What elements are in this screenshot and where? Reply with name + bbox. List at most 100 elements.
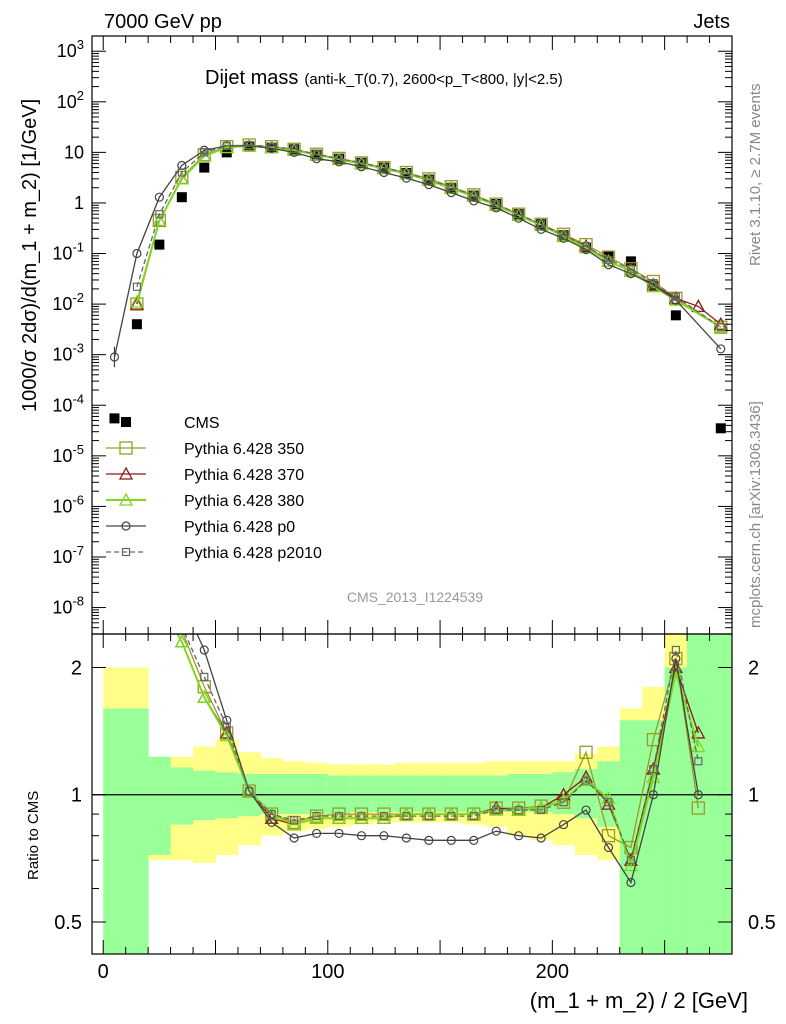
main-point-p0 [446,188,456,198]
legend-marker-p2010 [121,547,131,557]
ratio-point-p380 [219,728,234,742]
main-point-p2010 [671,292,680,301]
band-green-bin [193,770,217,821]
main-point-p2010 [200,148,209,157]
ratio-point-p2010 [469,812,478,821]
main-title-detail: (anti-k_T(0.7), 2600<p_T<800, |y|<2.5) [304,71,562,88]
ratio-point-p0 [558,819,569,830]
ratio-point-p2010 [200,672,209,681]
main-point-p2010 [290,145,299,154]
x-tick-label: 0 [98,961,109,983]
band-green-bin [709,634,732,954]
main-point-p370 [129,296,145,310]
main-point-p0 [603,260,614,270]
main-point-cms [176,192,187,203]
ratio-point-p2010 [626,856,636,865]
main-point-p2010 [155,210,164,219]
ratio-point-p350 [601,829,616,843]
ratio-point-p0 [626,877,636,888]
y-tick-label: 10-3 [52,341,84,365]
main-point-p0 [469,196,479,206]
main-point-cms [670,310,681,321]
main-point-p2010 [716,323,725,332]
band-green-bin [664,667,688,954]
ratio-point-p0 [648,790,659,800]
main-point-p2010 [177,168,186,177]
legend-label-p380: Pythia 6.428 380 [184,493,304,510]
ratio-point-p2010 [694,757,703,766]
main-point-cms [131,319,142,330]
ratio-point-p2010 [671,645,680,655]
band-green-bin [260,773,284,815]
main-point-p2010 [447,183,456,192]
y-tick-label: 102 [57,88,84,112]
ratio-point-p2010 [334,812,344,821]
legend-label-cms: CMS [184,415,220,432]
ratio-point-p2010 [514,805,523,815]
ratio-point-p0 [491,826,501,836]
ratio-point-p2010 [245,786,254,796]
ratio-point-p370 [691,725,706,739]
band-green-bin [148,756,172,856]
ratio-y-tick-label-right: 1 [748,785,759,807]
y-tick-label: 103 [57,37,84,61]
header-left-label: 7000 GeV pp [104,11,222,33]
main-line-p0 [113,145,722,358]
ratio-point-p0 [514,831,524,841]
main-point-cms [625,256,636,267]
main-point-cms [109,413,120,424]
band-green-bin [462,775,486,813]
band-green-bin [170,767,194,825]
ratio-point-p380 [668,664,683,678]
ratio-point-p2010 [604,798,613,807]
main-point-p2010 [222,141,231,150]
header-right-label: Jets [693,11,730,33]
axes-layer: 10-810-710-610-510-410-310-210-111010210… [52,35,776,983]
y-tick-label: 10-7 [52,543,84,567]
y-tick-label: 10-4 [52,391,84,415]
ratio-point-p0 [267,817,277,828]
ratio-point-p0 [424,835,434,845]
ratio-point-p2010 [290,816,299,825]
ratio-y-tick-label-right: 2 [748,657,759,679]
main-point-p2010 [581,242,591,251]
ratio-point-p2010 [581,776,591,785]
main-point-p0 [154,192,164,202]
ratio-line-p0 [196,634,699,885]
main-point-p0 [401,173,411,183]
main-point-p2010 [492,199,501,209]
y-axis-label-main: 1000/σ 2dσ)/d(m_1 + m_2) [1/GeV] [19,99,41,412]
ratio-point-p2010 [379,812,389,821]
ratio-point-p0 [693,790,703,800]
ratio-point-p350 [691,801,705,815]
main-point-p2010 [267,142,276,151]
ratio-point-p2010 [492,805,501,815]
y-tick-label: 10 [64,142,84,162]
main-point-p2010 [424,175,433,184]
main-point-p0 [424,180,434,190]
ratio-point-p0 [334,828,344,839]
band-green-bin [282,773,306,815]
ratio-point-p0 [671,653,681,664]
band-green-bin [372,775,396,813]
ratio-point-p0 [379,831,389,841]
band-green-bin [417,775,441,813]
band-green-bin [103,708,127,954]
ratio-line-p380 [176,634,700,870]
ratio-point-p0 [603,842,614,853]
band-green-bin [125,708,149,954]
main-point-p2010 [514,210,523,219]
ratio-point-p0 [356,831,367,841]
band-green-bin [395,775,419,813]
main-point-p0 [716,344,726,354]
ratio-point-p2010 [267,809,276,819]
main-point-p0 [109,352,120,362]
main-point-p2010 [312,150,321,159]
main-point-p2010 [649,279,658,288]
legend-label-p2010: Pythia 6.428 p2010 [184,545,322,562]
band-green-bin [619,720,643,954]
main-point-p2010 [537,220,546,229]
legend-label-p350: Pythia 6.428 350 [184,441,304,458]
ratio-point-p380 [174,634,189,648]
